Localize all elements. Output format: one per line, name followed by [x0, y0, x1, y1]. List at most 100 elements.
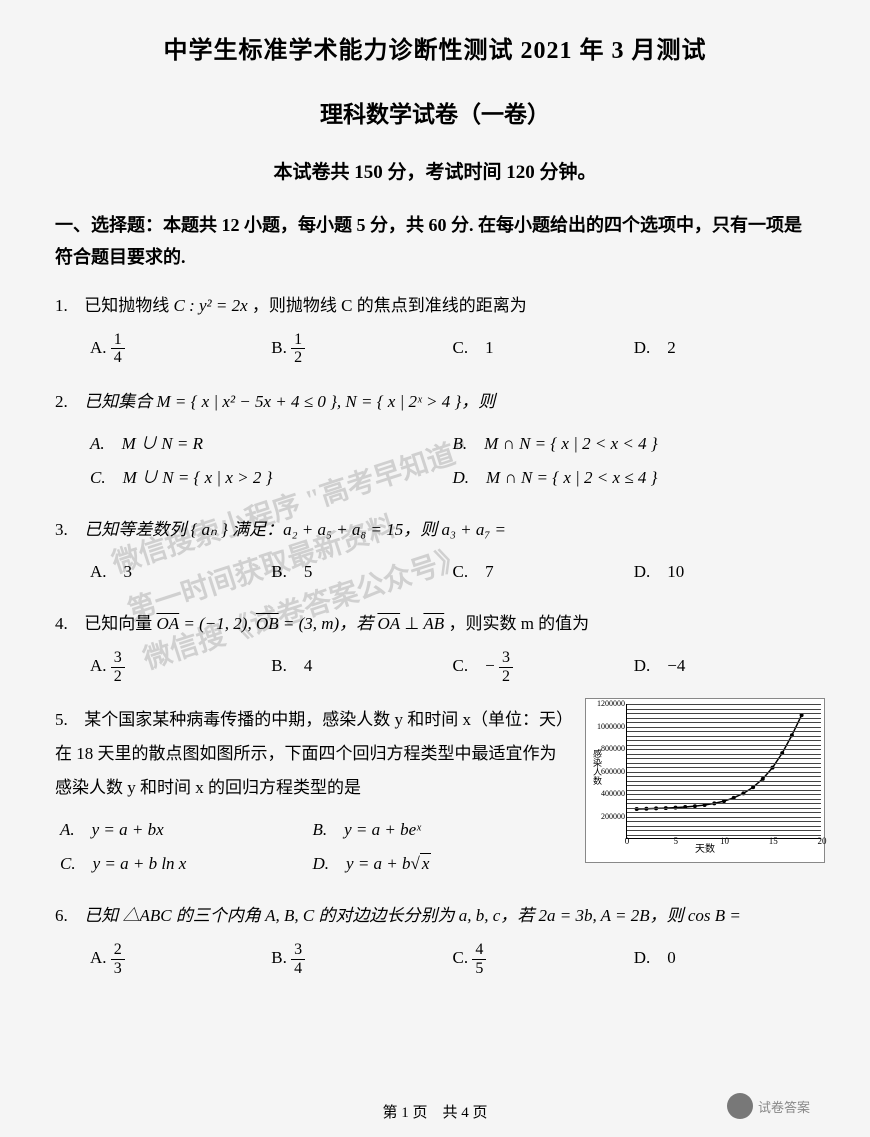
q5-number: 5. — [55, 703, 80, 737]
q4-optC: C. − 32 — [453, 649, 634, 685]
chart-gridline — [627, 785, 821, 786]
q3-optC: C. 7 — [453, 555, 634, 589]
q1-optB-den: 2 — [291, 349, 305, 367]
chart-gridline — [627, 754, 821, 755]
q6-optC-label: C. — [453, 948, 469, 967]
chart-axes: 2000004000006000008000001000000120000005… — [626, 704, 821, 839]
q4-optD: D. −4 — [634, 649, 815, 685]
q3-optD: D. 10 — [634, 555, 815, 589]
q2-options: A. M ∪ N = R B. M ∩ N = { x | 2 < x < 4 … — [55, 427, 815, 495]
q1-stem-pre: 已知抛物线 — [84, 296, 173, 315]
chart-xtick: 10 — [720, 832, 729, 850]
q4-post: ，则实数 m 的值为 — [448, 614, 589, 633]
q1-optA-num: 1 — [111, 331, 125, 350]
chart-ytick: 1200000 — [597, 696, 627, 712]
chart-ytick: 400000 — [601, 786, 627, 802]
q2-optC: C. M ∪ N = { x | x > 2 } — [90, 461, 453, 495]
chart-gridline — [627, 722, 821, 723]
chart-gridline — [627, 830, 821, 831]
chart-gridline — [627, 812, 821, 813]
q4-AB: AB — [423, 614, 444, 633]
chart-gridline — [627, 704, 821, 705]
q4-OA2: OA — [377, 614, 400, 633]
watermark-logo: 试卷答案 — [727, 1093, 810, 1119]
chart-gridline — [627, 745, 821, 746]
q6-optB-label: B. — [271, 948, 287, 967]
q1-optA-den: 4 — [111, 349, 125, 367]
q4-optA: A. 32 — [90, 649, 271, 685]
q4-OA: OA — [157, 614, 180, 633]
q4-number: 4. — [55, 607, 80, 641]
chart-gridline — [627, 731, 821, 732]
q4-eq1: = (−1, 2), — [183, 614, 256, 633]
chart-xtick: 15 — [769, 832, 778, 850]
q3-stem: 已知等差数列 { aₙ } 满足：a₂ + a₅ + a₈ = 15，则 a₃ … — [84, 520, 506, 539]
q2-stem: 已知集合 M = { x | x² − 5x + 4 ≤ 0 }, N = { … — [84, 392, 495, 411]
chart-gridline — [627, 808, 821, 809]
q2-number: 2. — [55, 385, 80, 419]
chart-xtick: 0 — [625, 832, 630, 850]
q3-optA: A. 3 — [90, 555, 271, 589]
q4-optA-den: 2 — [111, 668, 125, 686]
chart-gridline — [627, 794, 821, 795]
question-6: 6. 已知 △ABC 的三个内角 A, B, C 的对边边长分别为 a, b, … — [55, 899, 815, 977]
chart-gridline — [627, 826, 821, 827]
q2-optD: D. M ∩ N = { x | 2 < x ≤ 4 } — [453, 461, 816, 495]
chart-gridline — [627, 713, 821, 714]
wechat-icon — [727, 1093, 753, 1119]
q1-optA: A. 14 — [90, 331, 271, 367]
q1-optA-label: A. — [90, 338, 107, 357]
q6-options: A. 23 B. 3 4 C. 45 D. 0 — [55, 941, 815, 977]
q6-optA: A. 23 — [90, 941, 271, 977]
chart-ytick: 1000000 — [597, 719, 627, 735]
q3-options: A. 3 B. 5 C. 7 D. 10 — [55, 555, 815, 589]
q4-optA-num: 3 — [111, 649, 125, 668]
q5-optC: C. y = a + b ln x — [60, 847, 313, 881]
chart-xlabel: 天数 — [695, 840, 715, 860]
q6-optB-num: 3 — [291, 941, 305, 960]
page-footer: 第 1 页 共 4 页 — [382, 1101, 487, 1122]
q1-options: A. 14 B. 12 C. 1 D. 2 — [55, 331, 815, 367]
chart-gridline — [627, 736, 821, 737]
q4-eq2: = (3, m)，若 — [283, 614, 378, 633]
q4-OB: OB — [256, 614, 279, 633]
chart-gridline — [627, 776, 821, 777]
q1-optB-num: 1 — [291, 331, 305, 350]
q4-options: A. 32 B. 4 C. − 32 D. −4 — [55, 649, 815, 685]
question-2: 2. 已知集合 M = { x | x² − 5x + 4 ≤ 0 }, N =… — [55, 385, 815, 495]
chart-xtick: 5 — [674, 832, 679, 850]
q5-options: A. y = a + bx B. y = a + beˣ C. y = a + … — [55, 813, 565, 881]
chart-gridline — [627, 763, 821, 764]
q4-stem: 已知向量 OA = (−1, 2), OB = (3, m)，若 OA ⊥ AB… — [84, 614, 589, 633]
q4-optC-num: 3 — [499, 649, 513, 668]
question-3: 3. 已知等差数列 { aₙ } 满足：a₂ + a₅ + a₈ = 15，则 … — [55, 513, 815, 589]
wm-logo-text: 试卷答案 — [758, 1097, 810, 1116]
chart-gridline — [627, 749, 821, 750]
chart-ytick: 200000 — [601, 809, 627, 825]
chart-gridline — [627, 709, 821, 710]
chart-gridline — [627, 772, 821, 773]
q4-optA-label: A. — [90, 656, 107, 675]
chart-gridline — [627, 799, 821, 800]
q6-optC-num: 4 — [472, 941, 486, 960]
q5-optD: D. y = a + bx — [313, 847, 566, 881]
chart-ytick: 800000 — [601, 741, 627, 757]
q1-stem-math: C : y² = 2x — [174, 296, 248, 315]
q6-optC: C. 45 — [453, 941, 634, 977]
q1-optB-label: B. — [271, 338, 287, 357]
q6-optD: D. 0 — [634, 941, 815, 977]
q2-optB: B. M ∩ N = { x | 2 < x < 4 } — [453, 427, 816, 461]
q5-chart: 感染人数 20000040000060000080000010000001200… — [585, 698, 825, 863]
question-1: 1. 已知抛物线 C : y² = 2x ，则抛物线 C 的焦点到准线的距离为 … — [55, 289, 815, 367]
q4-pre: 已知向量 — [84, 614, 156, 633]
chart-gridline — [627, 767, 821, 768]
q5-optA: A. y = a + bx — [60, 813, 313, 847]
q1-optC: C. 1 — [453, 331, 634, 367]
q4-optB: B. 4 — [271, 649, 452, 685]
chart-gridline — [627, 718, 821, 719]
q5-optD-sqrt: x — [420, 853, 432, 873]
q6-number: 6. — [55, 899, 80, 933]
chart-gridline — [627, 758, 821, 759]
q4-optC-label: C. − — [453, 656, 495, 675]
section-header: 一、选择题：本题共 12 小题，每小题 5 分，共 60 分. 在每小题给出的四… — [55, 209, 815, 274]
